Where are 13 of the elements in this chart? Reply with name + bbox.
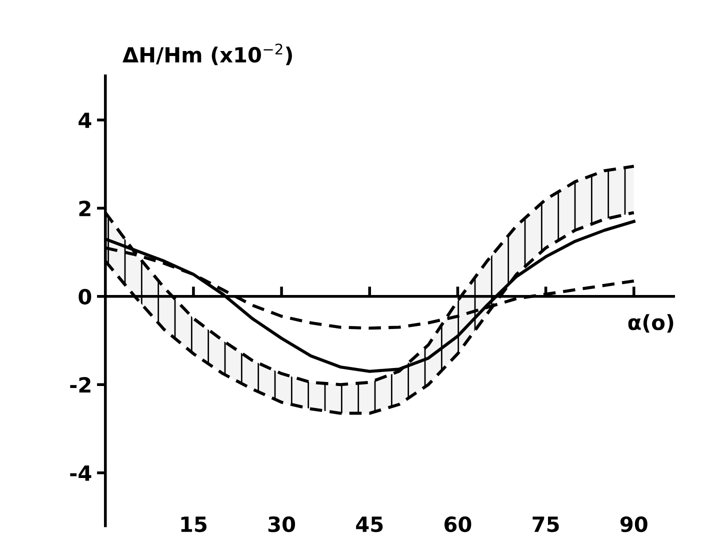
x-tick-label: 75 [532, 516, 559, 532]
x-axis-title: α(o) [628, 314, 674, 333]
x-tick-label: 60 [444, 516, 472, 532]
y-tick-label: 2 [79, 200, 90, 216]
x-tick-label: 15 [181, 516, 206, 532]
y-tick-label: -2 [70, 377, 90, 393]
y-tick-label: 4 [78, 112, 92, 128]
y-tick-label: -4 [70, 466, 92, 481]
x-tick-label: 45 [356, 516, 383, 532]
x-tick-label: 90 [620, 516, 648, 532]
x-tick-label: 30 [268, 516, 296, 532]
y-axis-title: ΔH/Hm (x10$^{−2}$) [122, 44, 292, 66]
y-tick-label: 0 [78, 288, 92, 305]
